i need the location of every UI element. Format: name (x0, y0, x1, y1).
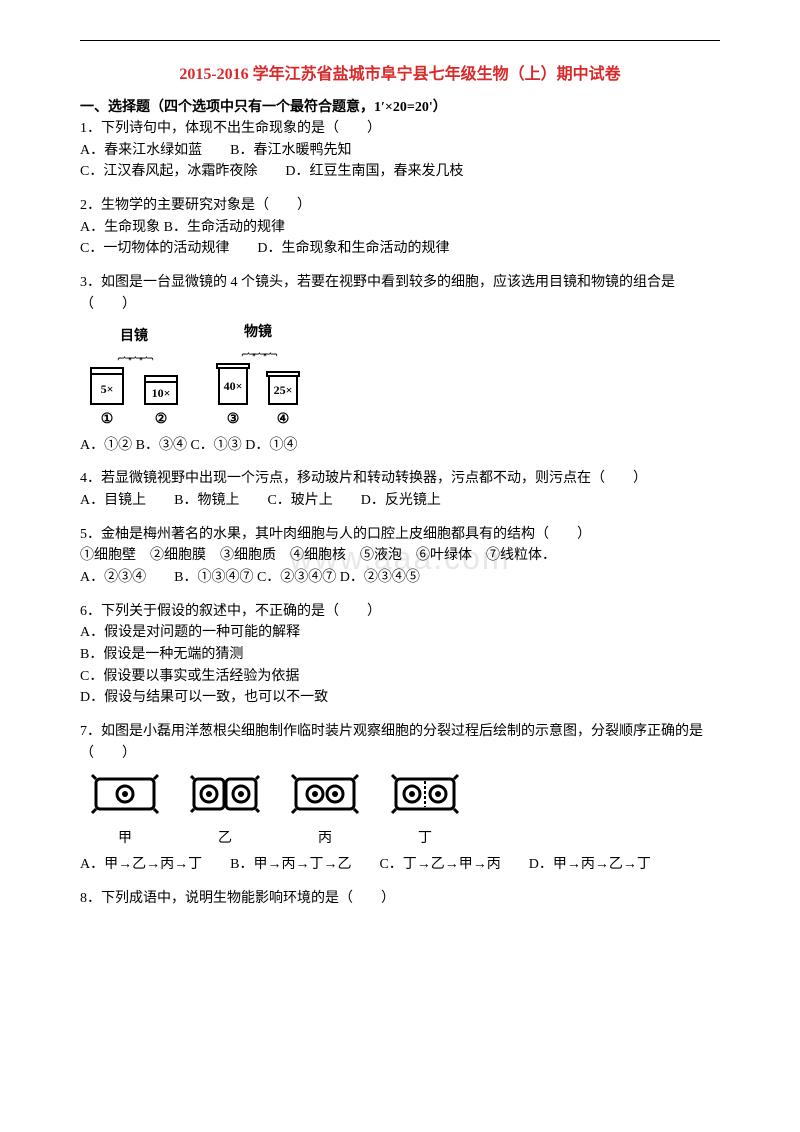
brace-icon: ︷︷︷ (242, 341, 275, 363)
lens-①: 5× ① (90, 367, 124, 431)
q4-opts: A．目镜上 B．物镜上 C．玻片上 D．反光镜上 (80, 490, 720, 512)
cell-丁: 丁 (390, 773, 460, 850)
q6-c: C．假设要以事实或生活经验为依据 (80, 666, 720, 688)
q7-stem: 7．如图是小磊用洋葱根尖细胞制作临时装片观察细胞的分裂过程后绘制的示意图，分裂顺… (80, 721, 720, 764)
q5-items: ①细胞壁 ②细胞膜 ③细胞质 ④细胞核 ⑤液泡 ⑥叶绿体 ⑦线粒体． (80, 545, 720, 567)
q6-b: B．假设是一种无端的猜测 (80, 644, 720, 666)
content: 2015-2016 学年江苏省盐城市阜宁县七年级生物（上）期中试卷 一、选择题（… (80, 60, 720, 909)
eyepiece-icon: 5× (90, 367, 124, 405)
q7-opts: A．甲→乙→丙→丁 B．甲→丙→丁→乙 C．丁→乙→甲→丙 D．甲→丙→乙→丁 (80, 854, 720, 876)
lens-②: 10× ② (144, 375, 178, 431)
cell-丙: 丙 (290, 773, 360, 850)
q3-opts: A．①② B．③④ C．①③ D．①④ (80, 435, 720, 457)
question-4: 4．若显微镜视野中出现一个污点，移动玻片和转动转换器，污点都不动，则污点在（ ）… (80, 468, 720, 511)
cell-label: 乙 (218, 828, 232, 850)
q2-opts-b: C．一切物体的活动规律 D．生命现象和生命活动的规律 (80, 238, 720, 260)
objective-group: 物镜 ︷︷︷ 40× ③ 25× ④ (218, 322, 298, 431)
objective-pair: 40× ③ 25× ④ (218, 363, 298, 431)
page-title: 2015-2016 学年江苏省盐城市阜宁县七年级生物（上）期中试卷 (80, 60, 720, 84)
eyepiece-group: 目镜 ︷︷︷ 5× ① 10× ② (90, 326, 178, 431)
top-rule (80, 40, 720, 41)
q6-d: D．假设与结果可以一致，也可以不一致 (80, 687, 720, 709)
lens-④: 25× ④ (268, 371, 298, 431)
q2-opts-a: A．生命现象 B．生命活动的规律 (80, 217, 720, 239)
q7-diagram: 甲乙丙丁 (90, 773, 720, 850)
lens-number: ③ (227, 409, 240, 431)
lens-number: ② (155, 409, 168, 431)
eyepiece-label: 目镜 (120, 326, 148, 348)
cell-icon (390, 773, 460, 823)
cell-label: 甲 (118, 828, 132, 850)
cell-乙: 乙 (190, 773, 260, 850)
q1-opts-b: C．江汉春风起，冰霜昨夜除 D．红豆生南国，春来发几枝 (80, 161, 720, 183)
question-2: 2．生物学的主要研究对象是（ ） A．生命现象 B．生命活动的规律 C．一切物体… (80, 195, 720, 260)
question-6: 6．下列关于假设的叙述中，不正确的是（ ） A．假设是对问题的一种可能的解释 B… (80, 601, 720, 709)
lens-number: ① (101, 409, 114, 431)
q4-stem: 4．若显微镜视野中出现一个污点，移动玻片和转动转换器，污点都不动，则污点在（ ） (80, 468, 720, 490)
objective-icon: 40× (218, 363, 248, 405)
q2-stem: 2．生物学的主要研究对象是（ ） (80, 195, 720, 217)
question-7: 7．如图是小磊用洋葱根尖细胞制作临时装片观察细胞的分裂过程后绘制的示意图，分裂顺… (80, 721, 720, 875)
lens-③: 40× ③ (218, 363, 248, 431)
eyepiece-pair: 5× ① 10× ② (90, 367, 178, 431)
question-5: 5．金柚是梅州著名的水果，其叶肉细胞与人的口腔上皮细胞都具有的结构（ ） ①细胞… (80, 524, 720, 589)
question-8: 8．下列成语中，说明生物能影响环境的是（ ） (80, 888, 720, 910)
eyepiece-icon: 10× (144, 375, 178, 405)
question-1: 1．下列诗句中，体现不出生命现象的是（ ） A．春来江水绿如蓝 B．春江水暖鸭先… (80, 118, 720, 183)
cell-label: 丁 (418, 828, 432, 850)
q3-stem: 3．如图是一台显微镜的 4 个镜头，若要在视野中看到较多的细胞，应该选用目镜和物… (80, 272, 720, 315)
section-header: 一、选择题（四个选项中只有一个最符合题意，1′×20=20'） (80, 96, 720, 116)
cell-label: 丙 (318, 828, 332, 850)
q1-opts-a: A．春来江水绿如蓝 B．春江水暖鸭先知 (80, 140, 720, 162)
q8-stem: 8．下列成语中，说明生物能影响环境的是（ ） (80, 888, 720, 910)
q3-diagram: 目镜 ︷︷︷ 5× ① 10× ② 物镜 ︷︷︷ 40× ③ 25× ④ (90, 322, 720, 431)
lens-number: ④ (277, 409, 290, 431)
cell-icon (290, 773, 360, 823)
q5-opts: A．②③④ B．①③④⑦ C．②③④⑦ D．②③④⑤ (80, 567, 720, 589)
objective-label: 物镜 (244, 322, 272, 344)
objective-icon: 25× (268, 371, 298, 405)
cell-甲: 甲 (90, 773, 160, 850)
cell-icon (190, 773, 260, 823)
question-3: 3．如图是一台显微镜的 4 个镜头，若要在视野中看到较多的细胞，应该选用目镜和物… (80, 272, 720, 456)
q6-a: A．假设是对问题的一种可能的解释 (80, 622, 720, 644)
cell-icon (90, 773, 160, 823)
brace-icon: ︷︷︷ (118, 345, 151, 367)
q5-stem: 5．金柚是梅州著名的水果，其叶肉细胞与人的口腔上皮细胞都具有的结构（ ） (80, 524, 720, 546)
q6-stem: 6．下列关于假设的叙述中，不正确的是（ ） (80, 601, 720, 623)
q1-stem: 1．下列诗句中，体现不出生命现象的是（ ） (80, 118, 720, 140)
